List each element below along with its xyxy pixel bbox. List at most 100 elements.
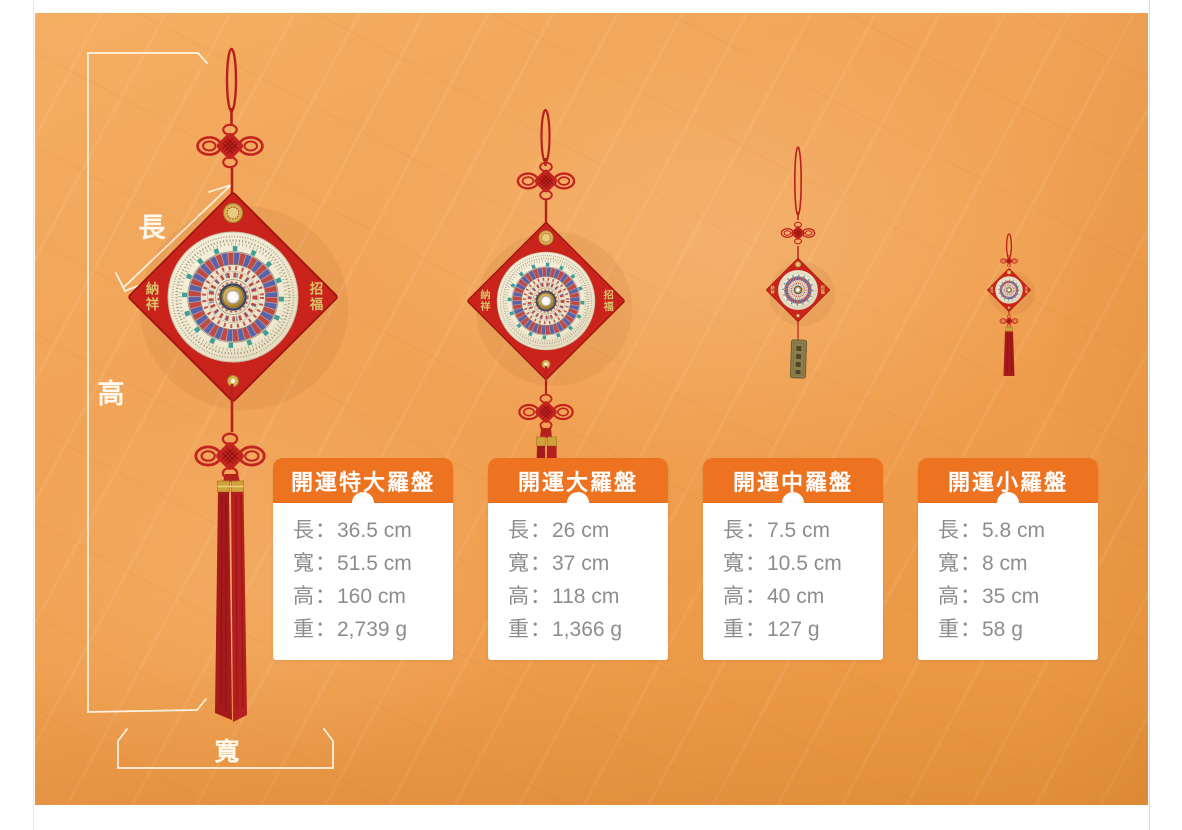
dimension-line-height (87, 52, 207, 713)
tassel (215, 474, 247, 722)
spec-value: 5.8 cm (982, 519, 1046, 542)
pendant-small (985, 233, 1035, 376)
spec-colon: ： (745, 552, 766, 575)
spec-colon: ： (745, 585, 766, 608)
spec-colon: ： (960, 519, 981, 542)
spec-colon: ： (530, 618, 551, 641)
spec-value: 40 cm (767, 585, 825, 608)
hanging-cord (793, 146, 802, 216)
spec-value: 160 cm (337, 585, 406, 608)
card-header: 開運大羅盤 (488, 458, 668, 514)
spec-row-length: 長：36.5 cm (293, 514, 453, 547)
spec-label: 高 (938, 585, 959, 608)
page-edge-right (1149, 0, 1150, 830)
spec-row-length: 長：26 cm (508, 514, 668, 547)
pendant-medium (764, 146, 835, 379)
hanging-cord (540, 108, 551, 164)
spec-label: 高 (508, 585, 529, 608)
tassel (1003, 326, 1015, 376)
spec-colon: ： (960, 618, 981, 641)
spec-label: 重 (508, 618, 529, 641)
brass-tag (789, 339, 808, 379)
card-header: 開運小羅盤 (918, 458, 1098, 514)
pendant-extra-large (128, 47, 348, 722)
spec-value: 8 cm (982, 552, 1028, 575)
spec-row-weight: 重：2,739 g (293, 613, 453, 646)
page-edge-left (33, 0, 34, 830)
spec-row-width: 寬：8 cm (938, 547, 1098, 580)
spec-colon: ： (960, 552, 981, 575)
dimension-label-height: 高 (98, 378, 125, 409)
spec-value: 37 cm (552, 552, 610, 575)
card-title: 開運中羅盤 (732, 469, 853, 495)
spec-colon: ： (530, 519, 551, 542)
spec-row-weight: 重：58 g (938, 613, 1098, 646)
hanging-cord (225, 47, 238, 113)
spec-label: 寬 (293, 552, 314, 575)
spec-value: 1,366 g (552, 618, 623, 641)
dimension-line-top (87, 52, 208, 64)
card-header: 開運中羅盤 (703, 458, 883, 514)
spec-value: 58 g (982, 618, 1023, 641)
spec-row-length: 長：7.5 cm (723, 514, 883, 547)
spec-row-weight: 重：1,366 g (508, 613, 668, 646)
spec-label: 長 (938, 519, 959, 542)
card-body: 長：7.5 cm 寬：10.5 cm 高：40 cm 重：127 g (703, 503, 883, 660)
spec-colon: ： (315, 519, 336, 542)
spec-value: 35 cm (982, 585, 1040, 608)
spec-value: 36.5 cm (337, 519, 412, 542)
spec-label: 長 (293, 519, 314, 542)
card-header: 開運特大羅盤 (273, 458, 453, 514)
spec-value: 7.5 cm (767, 519, 831, 542)
card-title: 開運大羅盤 (517, 469, 638, 495)
spec-row-height: 高：35 cm (938, 580, 1098, 613)
spec-label: 長 (508, 519, 529, 542)
spec-label: 重 (293, 618, 314, 641)
card-title: 開運小羅盤 (947, 469, 1068, 495)
card-body: 長：36.5 cm 寬：51.5 cm 高：160 cm 重：2,739 g (273, 503, 453, 660)
spec-colon: ： (745, 618, 766, 641)
spec-value: 2,739 g (337, 618, 408, 641)
spec-colon: ： (315, 618, 336, 641)
hanging-cord (1005, 233, 1013, 259)
spec-colon: ： (530, 552, 551, 575)
dimension-guides (87, 52, 334, 769)
spec-row-width: 寬：37 cm (508, 547, 668, 580)
dimension-label-width: 寬 (214, 737, 239, 766)
spec-colon: ： (530, 585, 551, 608)
spec-colon: ： (745, 519, 766, 542)
card-body: 長：26 cm 寬：37 cm 高：118 cm 重：1,366 g (488, 503, 668, 660)
spec-label: 寬 (938, 552, 959, 575)
spec-value: 127 g (767, 618, 820, 641)
spec-colon: ： (315, 585, 336, 608)
spec-card-large: 開運大羅盤 長：26 cm 寬：37 cm 高：118 cm 重：1,366 g (488, 458, 668, 660)
spec-value: 26 cm (552, 519, 610, 542)
dimension-arrow-length (115, 272, 141, 293)
spec-card-medium: 開運中羅盤 長：7.5 cm 寬：10.5 cm 高：40 cm 重：127 g (703, 458, 883, 660)
spec-card-extra-large: 開運特大羅盤 長：36.5 cm 寬：51.5 cm 高：160 cm 重：2,… (273, 458, 453, 660)
spec-row-width: 寬：10.5 cm (723, 547, 883, 580)
spec-card-small: 開運小羅盤 長：5.8 cm 寬：8 cm 高：35 cm 重：58 g (918, 458, 1098, 660)
spec-row-height: 高：160 cm (293, 580, 453, 613)
card-body: 長：5.8 cm 寬：8 cm 高：35 cm 重：58 g (918, 503, 1098, 660)
spec-row-width: 寬：51.5 cm (293, 547, 453, 580)
spec-label: 高 (293, 585, 314, 608)
spec-colon: ： (315, 552, 336, 575)
spec-label: 長 (723, 519, 744, 542)
dimension-line-width (117, 728, 334, 769)
spec-value: 10.5 cm (767, 552, 842, 575)
spec-label: 高 (723, 585, 744, 608)
spec-row-height: 高：118 cm (508, 580, 668, 613)
dimension-label-group: 長 高 寬 (98, 213, 240, 766)
spec-row-height: 高：40 cm (723, 580, 883, 613)
spec-row-weight: 重：127 g (723, 613, 883, 646)
card-title: 開運特大羅盤 (290, 469, 435, 495)
spec-value: 51.5 cm (337, 552, 412, 575)
spec-row-length: 長：5.8 cm (938, 514, 1098, 547)
spec-label: 重 (723, 618, 744, 641)
spec-value: 118 cm (552, 585, 620, 608)
spec-label: 寬 (508, 552, 529, 575)
spec-label: 寬 (723, 552, 744, 575)
